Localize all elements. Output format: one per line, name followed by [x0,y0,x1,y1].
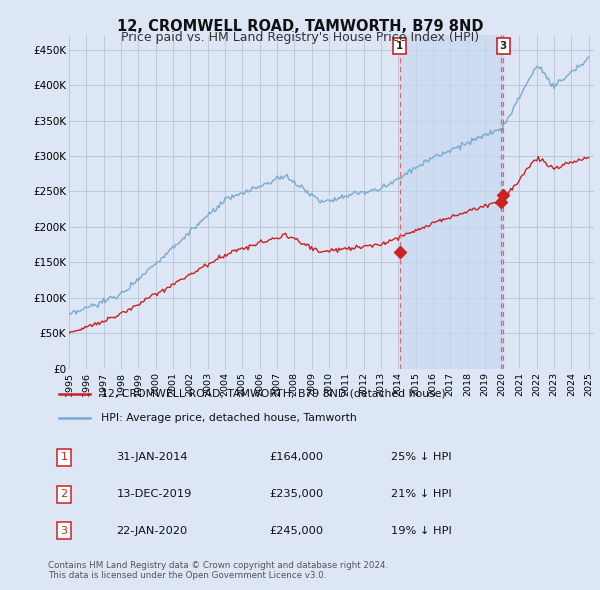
Text: 1: 1 [61,453,67,463]
Text: £235,000: £235,000 [270,489,324,499]
Text: 13-DEC-2019: 13-DEC-2019 [116,489,192,499]
Text: Contains HM Land Registry data © Crown copyright and database right 2024.: Contains HM Land Registry data © Crown c… [48,560,388,569]
Text: 12, CROMWELL ROAD, TAMWORTH, B79 8ND: 12, CROMWELL ROAD, TAMWORTH, B79 8ND [117,19,483,34]
Text: £164,000: £164,000 [270,453,324,463]
Text: 31-JAN-2014: 31-JAN-2014 [116,453,188,463]
Text: 12, CROMWELL ROAD, TAMWORTH, B79 8ND (detached house): 12, CROMWELL ROAD, TAMWORTH, B79 8ND (de… [101,389,446,399]
Text: 3: 3 [61,526,67,536]
Text: £245,000: £245,000 [270,526,324,536]
Text: 25% ↓ HPI: 25% ↓ HPI [391,453,452,463]
Text: This data is licensed under the Open Government Licence v3.0.: This data is licensed under the Open Gov… [48,571,326,580]
Text: 1: 1 [396,41,403,51]
Text: 22-JAN-2020: 22-JAN-2020 [116,526,188,536]
Bar [400,35,503,369]
Text: 21% ↓ HPI: 21% ↓ HPI [391,489,452,499]
Text: Price paid vs. HM Land Registry's House Price Index (HPI): Price paid vs. HM Land Registry's House … [121,31,479,44]
Text: 2: 2 [60,489,67,499]
Text: HPI: Average price, detached house, Tamworth: HPI: Average price, detached house, Tamw… [101,413,356,423]
Text: 19% ↓ HPI: 19% ↓ HPI [391,526,452,536]
Text: 3: 3 [500,41,507,51]
